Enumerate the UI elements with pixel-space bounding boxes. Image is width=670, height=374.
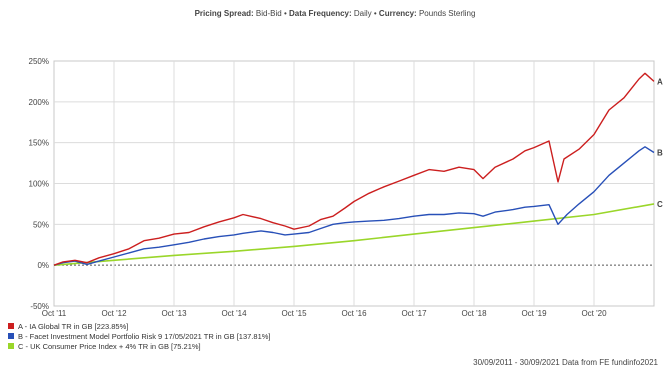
spread-value: Bid-Bid bbox=[255, 9, 282, 18]
x-tick-label: Oct '13 bbox=[161, 309, 187, 318]
series-end-labels: C B A bbox=[657, 77, 663, 209]
x-tick-label: Oct '20 bbox=[581, 309, 607, 318]
x-tick-label: Oct '17 bbox=[401, 309, 427, 318]
legend-label-a: A - IA Global TR in GB [223.85%] bbox=[18, 321, 129, 331]
chart-subtitle: Pricing Spread: Bid-Bid • Data Frequency… bbox=[194, 9, 476, 18]
legend-item-a: A - IA Global TR in GB [223.85%] bbox=[8, 321, 271, 331]
x-tick-label: Oct '16 bbox=[341, 309, 367, 318]
data-source-footer: 30/09/2011 - 30/09/2021 Data from FE fun… bbox=[473, 358, 658, 367]
y-axis-ticks: 250% 200% 150% 100% 50% 0% -50% bbox=[29, 57, 49, 311]
spread-label: Pricing Spread: bbox=[194, 9, 254, 18]
series-line-a bbox=[53, 72, 655, 266]
x-tick-label: Oct '19 bbox=[521, 309, 547, 318]
y-tick-label: 100% bbox=[29, 180, 49, 189]
legend-item-c: C - UK Consumer Price Index + 4% TR in G… bbox=[8, 341, 271, 351]
x-tick-label: Oct '11 bbox=[42, 309, 67, 318]
legend-swatch-b bbox=[8, 333, 14, 339]
series-end-label-b: B bbox=[657, 148, 663, 157]
series-end-label-c: C bbox=[657, 200, 663, 209]
series-line-b bbox=[53, 146, 655, 266]
y-tick-label: 250% bbox=[29, 57, 49, 66]
series-lines bbox=[53, 72, 655, 266]
x-tick-label: Oct '14 bbox=[221, 309, 247, 318]
series-line-c bbox=[53, 203, 655, 266]
y-tick-label: 0% bbox=[37, 261, 49, 270]
y-tick-label: 200% bbox=[29, 98, 49, 107]
legend-label-c: C - UK Consumer Price Index + 4% TR in G… bbox=[18, 341, 201, 351]
x-axis-ticks: Oct '11 Oct '12 Oct '13 Oct '14 Oct '15 Oct '… bbox=[42, 309, 607, 318]
legend-label-b: B - Facet Investment Model Portfolio Ris… bbox=[18, 331, 271, 341]
legend-swatch-c bbox=[8, 343, 14, 349]
grid-lines bbox=[53, 60, 655, 307]
y-tick-label: 50% bbox=[33, 220, 49, 229]
currency-value: Pounds Sterling bbox=[418, 9, 476, 18]
x-tick-label: Oct '18 bbox=[461, 309, 487, 318]
legend-swatch-a bbox=[8, 323, 14, 329]
legend: A - IA Global TR in GB [223.85%] B - Fac… bbox=[8, 321, 271, 351]
y-tick-label: 150% bbox=[29, 139, 49, 148]
series-end-label-a: A bbox=[657, 77, 663, 86]
x-tick-label: Oct '15 bbox=[281, 309, 307, 318]
y-tick-label: -50% bbox=[30, 302, 49, 311]
frequency-label: Data Frequency: bbox=[288, 9, 352, 18]
legend-item-b: B - Facet Investment Model Portfolio Ris… bbox=[8, 331, 271, 341]
currency-label: Currency: bbox=[378, 9, 417, 18]
x-tick-label: Oct '12 bbox=[101, 309, 127, 318]
frequency-value: Daily bbox=[353, 9, 372, 18]
